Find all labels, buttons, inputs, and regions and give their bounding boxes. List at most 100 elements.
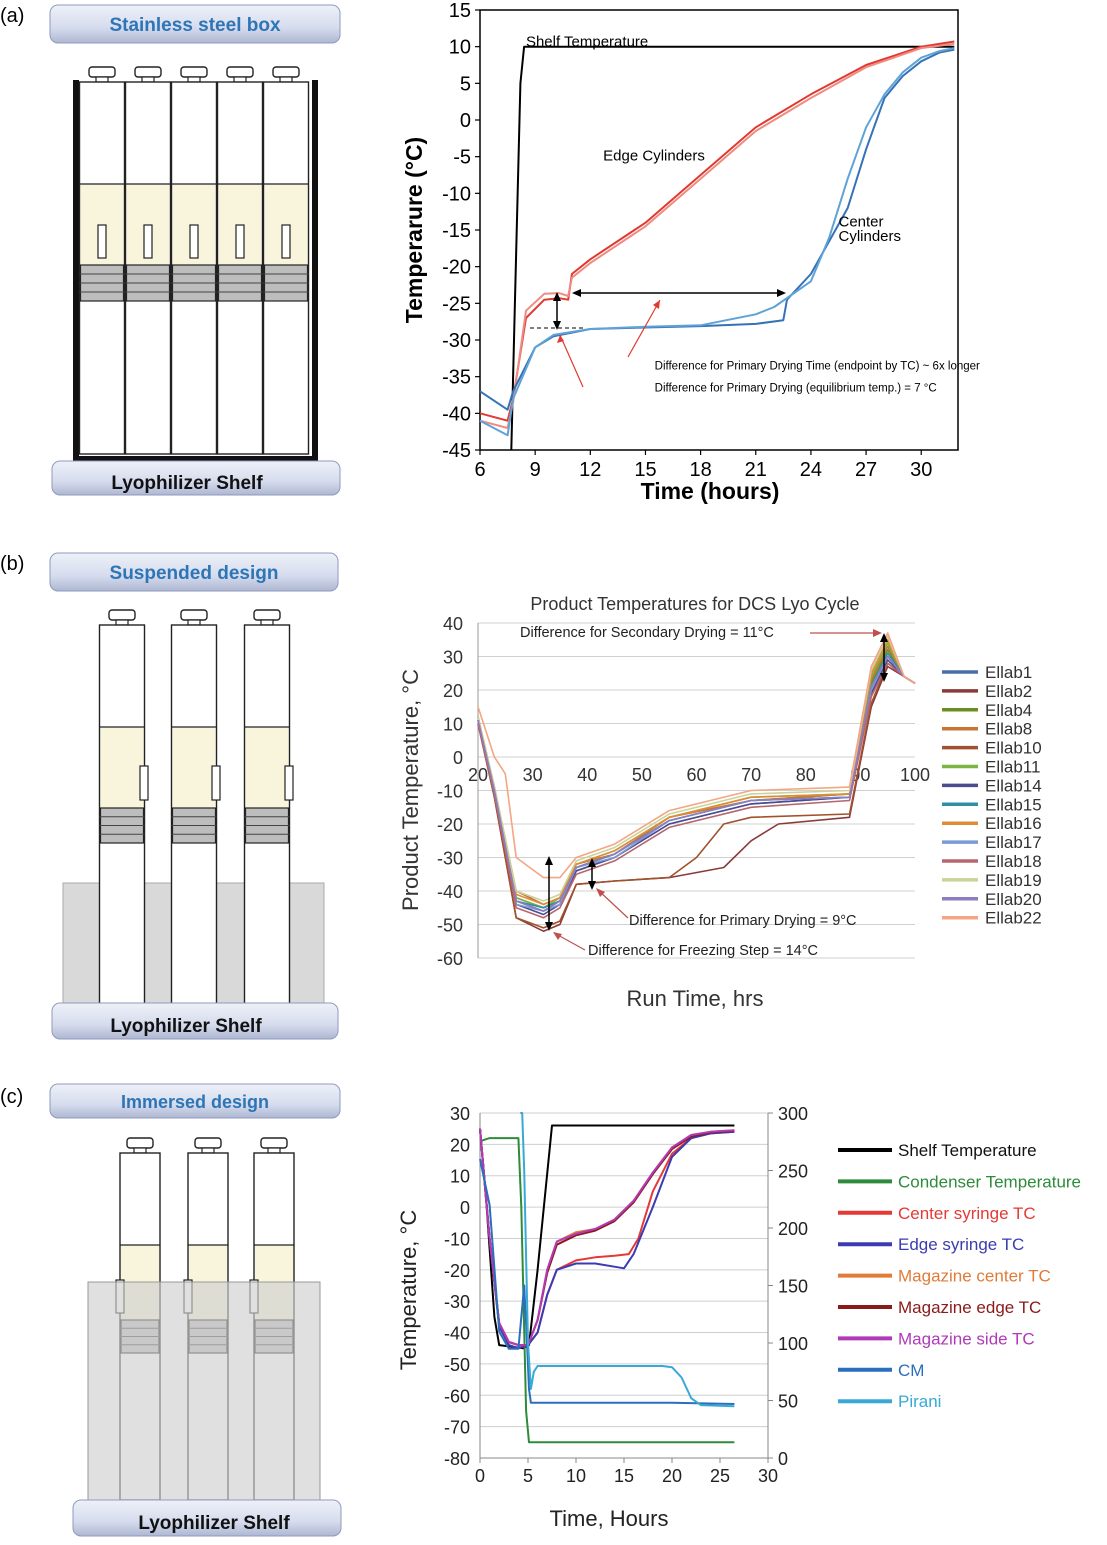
- y-tick-label: -80: [444, 1449, 470, 1469]
- chart-c-xlabel: Time, Hours: [550, 1506, 669, 1531]
- syringe-cap: [253, 609, 281, 621]
- y-tick-label: -20: [442, 257, 471, 279]
- series-line: [477, 655, 916, 912]
- lyophilizer-shelf-a-label: Lyophilizer Shelf: [111, 473, 263, 494]
- chart-a-ylabel: Temperarure (°C): [401, 137, 427, 323]
- y-tick-label: -30: [444, 1292, 470, 1312]
- syringe-cap: [194, 1137, 222, 1149]
- panel-b: (b) Suspended design Lyophilizer Shelf P…: [0, 552, 1042, 1040]
- y-tick-label: -20: [437, 815, 463, 835]
- y-tick-label: -15: [442, 220, 471, 242]
- syringe-neck: [133, 1147, 147, 1154]
- series-line: [477, 662, 916, 929]
- x-tick-label: 10: [566, 1466, 586, 1486]
- chart-b-title: Product Temperatures for DCS Lyo Cycle: [530, 594, 859, 614]
- y2-tick-label: 0: [778, 1449, 788, 1469]
- series-line: [479, 1128, 735, 1347]
- legend-label: Ellab14: [985, 776, 1042, 795]
- legend-label: Pirani: [898, 1392, 941, 1411]
- thermocouple: [189, 224, 199, 259]
- arrow-head: [880, 673, 888, 682]
- syringe-cap: [180, 66, 208, 78]
- x-tick-label: 15: [634, 459, 656, 481]
- annotation: Difference for Primary Drying Time (endp…: [655, 360, 980, 372]
- y-tick-label: -35: [442, 367, 471, 389]
- y-tick-label: 15: [449, 0, 471, 22]
- y-tick-label: 10: [443, 715, 463, 735]
- y2-tick-label: 150: [778, 1277, 808, 1297]
- legend-label: Shelf Temperature: [898, 1141, 1037, 1160]
- syringe-cap: [134, 66, 162, 78]
- legend-label: Ellab1: [985, 663, 1032, 682]
- syringe-neck: [233, 76, 247, 83]
- chart-a-frame: [479, 9, 959, 451]
- box-left-wall: [73, 80, 79, 462]
- legend-label: Magazine center TC: [898, 1267, 1051, 1286]
- y-tick-label: -10: [437, 782, 463, 802]
- x-tick-label: 80: [796, 765, 816, 785]
- legend-label: Center syringe TC: [898, 1204, 1036, 1223]
- legend-label: Magazine side TC: [898, 1329, 1035, 1348]
- immersed-design-header: [49, 1083, 341, 1119]
- y-tick-label: 0: [460, 110, 471, 132]
- annotation: Shelf Temperature: [526, 34, 648, 51]
- arrow-head: [557, 335, 564, 343]
- arrow-head: [588, 858, 596, 867]
- thermocouple: [284, 765, 294, 801]
- chart-b: Product Temperatures for DCS Lyo Cycle 4…: [398, 594, 1042, 1011]
- y2-tick-label: 50: [778, 1392, 798, 1412]
- legend-label: Ellab20: [985, 890, 1042, 909]
- x-tick-label: 60: [686, 765, 706, 785]
- chart-a-ticks: 6 9 12 15 18 21 24 27 30 15 10 5 0 -5 -10 -15 -20 -25 -30 -…: [442, 0, 932, 481]
- annotation: Center: [839, 213, 884, 230]
- syringe-neck: [141, 76, 155, 83]
- chart-b-annotations: Difference for Secondary Drying = 11°C Di…: [520, 625, 857, 959]
- chart-c-legend: Shelf Temperature Condenser Temperature Ce…: [838, 1141, 1081, 1411]
- box-right-wall: [312, 80, 318, 462]
- chart-a-lines: [479, 40, 955, 451]
- y-tick-label: 0: [453, 748, 463, 768]
- x-tick-label: 50: [632, 765, 652, 785]
- legend-label: Ellab17: [985, 833, 1042, 852]
- y-tick-label: -10: [444, 1229, 470, 1249]
- annotation: Difference for Freezing Step = 14°C: [588, 943, 818, 959]
- legend-label: Ellab10: [985, 739, 1042, 758]
- y-tick-label: 20: [443, 681, 463, 701]
- x-tick-label: 0: [475, 1466, 485, 1486]
- callout-line: [555, 933, 586, 951]
- x-tick-label: 20: [468, 765, 488, 785]
- y2-tick-label: 250: [778, 1162, 808, 1182]
- chart-c: 3020100-10-20-30-40-50-60-70-80300250200…: [396, 1104, 1081, 1531]
- y-tick-label: -20: [444, 1261, 470, 1281]
- y-tick-label: 20: [450, 1135, 470, 1155]
- x-tick-label: 24: [800, 459, 822, 481]
- panel-label: (c): [0, 1086, 23, 1108]
- y-tick-label: -25: [442, 293, 471, 315]
- thermocouple: [235, 224, 245, 259]
- syringe-neck: [201, 1147, 215, 1154]
- legend-label: Ellab2: [985, 682, 1032, 701]
- arrow-head: [553, 321, 561, 330]
- arrow-head: [880, 633, 888, 642]
- chart-a-annotations: Shelf Temperature Edge Cylinders CenterCyl…: [526, 34, 980, 395]
- x-tick-label: 100: [900, 765, 930, 785]
- x-tick-label: 70: [741, 765, 761, 785]
- y-tick-label: 40: [443, 614, 463, 634]
- y-tick-label: -70: [444, 1418, 470, 1438]
- legend-label: Ellab22: [985, 909, 1042, 928]
- x-tick-label: 15: [614, 1466, 634, 1486]
- y2-tick-label: 200: [778, 1219, 808, 1239]
- thermocouple: [139, 765, 149, 801]
- syringe-neck: [187, 619, 201, 626]
- arrow-head: [653, 300, 660, 309]
- x-tick-label: 18: [689, 459, 711, 481]
- legend-label: Ellab15: [985, 795, 1042, 814]
- annotation: Cylinders: [839, 228, 902, 245]
- syringe-cap: [226, 66, 254, 78]
- chart-b-legend: Ellab1Ellab2Ellab4Ellab8Ellab10Ellab11El…: [942, 663, 1042, 928]
- immersed-design-header-label: Immersed design: [121, 1092, 269, 1112]
- y-tick-label: -10: [442, 183, 471, 205]
- legend-label: Ellab16: [985, 814, 1042, 833]
- chart-b-ylabel: Product Temperature, °C: [398, 669, 423, 911]
- lyophilizer-shelf-b: [51, 1002, 339, 1040]
